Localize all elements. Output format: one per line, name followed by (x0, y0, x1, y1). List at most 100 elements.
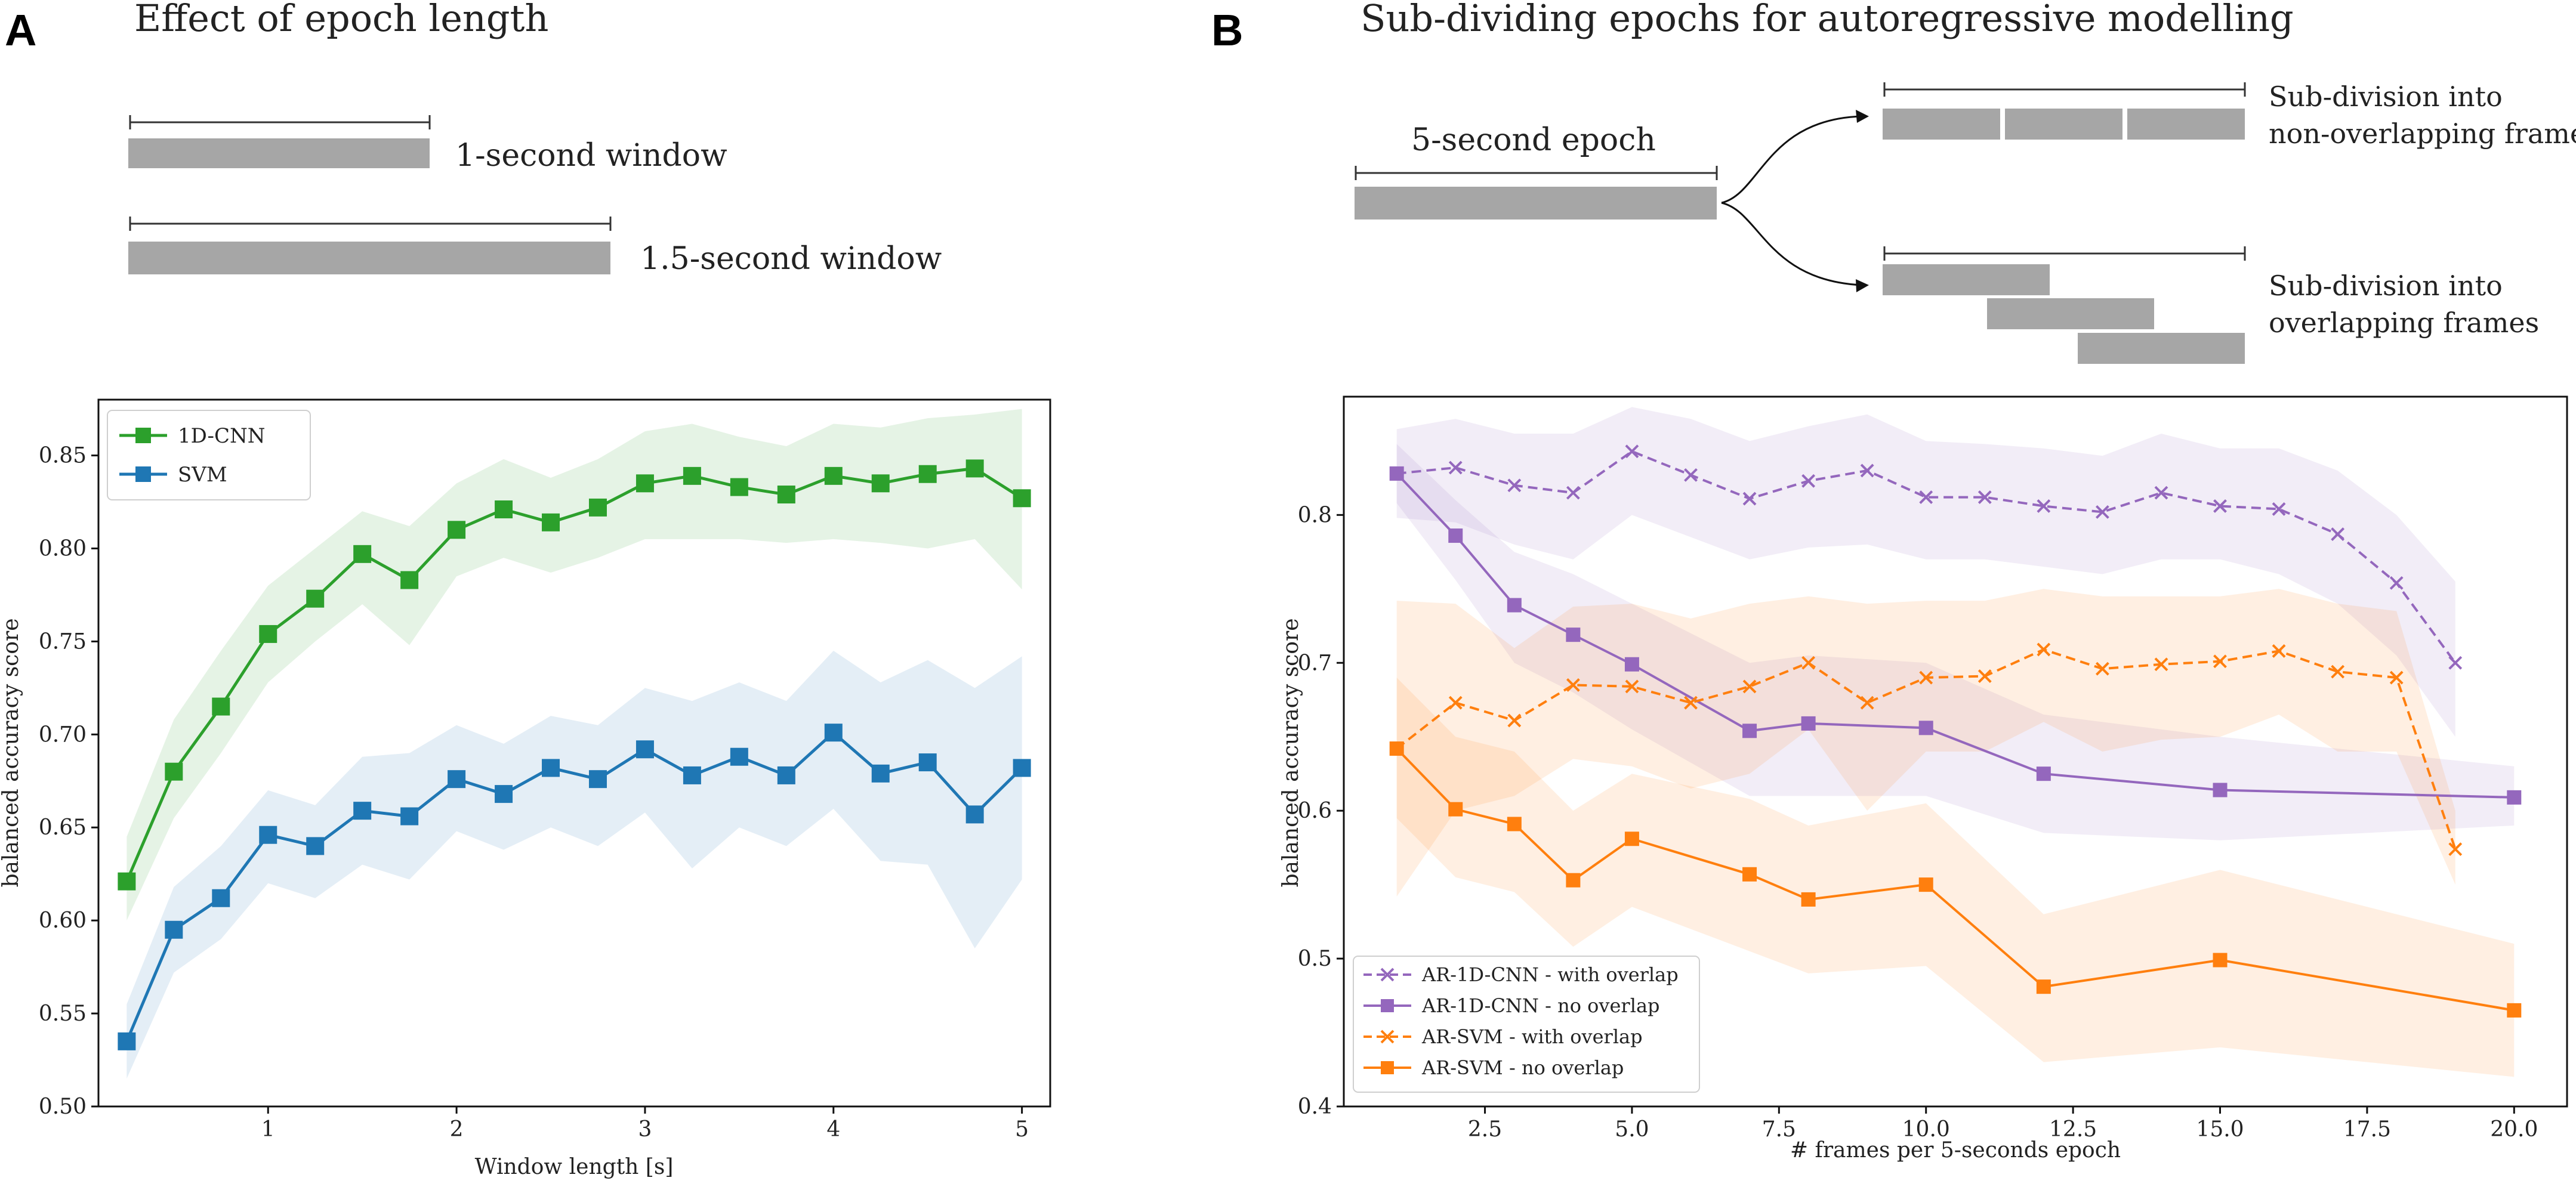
chart-b-markers (1389, 444, 2522, 1018)
data-point (918, 753, 937, 772)
data-point (1742, 867, 1757, 882)
legend-marker (1381, 1061, 1394, 1074)
data-point (1389, 466, 1404, 481)
legend-marker-x (1380, 1030, 1395, 1044)
data-point (871, 764, 890, 783)
x-tick-label: 2 (450, 1117, 464, 1142)
data-point (1389, 741, 1404, 756)
data-point (165, 762, 183, 781)
data-point (1507, 478, 1522, 493)
data-point (2213, 953, 2228, 967)
data-point (1918, 721, 1933, 735)
data-point (1860, 463, 1874, 478)
data-point (2272, 644, 2286, 658)
x-tick-label: 5 (1015, 1117, 1029, 1142)
y-tick-label: 0.6 (1298, 799, 1332, 823)
confidence-band (1396, 407, 2455, 737)
confidence-band (127, 650, 1022, 1079)
chart-window-length: 0.50 0.55 0.60 0.65 0.70 0.75 0.80 0.85 1 2 3 4 5 W… (0, 398, 1051, 1179)
x-tick-label: 1 (261, 1117, 275, 1142)
data-point (2331, 664, 2345, 679)
frame-bar (2127, 109, 2245, 140)
data-point (1448, 695, 1463, 710)
chart-b-x-ticks: 2.5 5.0 7.5 10.0 12.5 15.0 17.5 20.0 (1468, 1106, 2538, 1142)
x-tick-label: 12.5 (2049, 1117, 2097, 1142)
data-point (2272, 502, 2286, 516)
data-point (259, 625, 277, 643)
chart-a-ylabel: balanced accuracy score (0, 618, 23, 887)
data-point (306, 837, 325, 855)
panel-b-letter: B (1211, 5, 1243, 55)
chart-b-ylabel: balanced accuracy score (1279, 618, 1303, 887)
data-point (1860, 695, 1874, 710)
legend-marker-x (1380, 967, 1395, 982)
confidence-band (1396, 444, 2515, 840)
non-overlap-label-1: Sub-division into (2269, 81, 2503, 113)
data-point (1625, 444, 1639, 459)
data-point (2095, 661, 2109, 676)
data-point (2331, 527, 2345, 541)
chart-b-frame (1343, 395, 2568, 1108)
data-point (2213, 654, 2227, 669)
confidence-band (1396, 589, 2455, 897)
data-point (1507, 598, 1522, 613)
y-tick-label: 0.4 (1298, 1095, 1332, 1119)
y-tick-label: 0.65 (39, 815, 87, 840)
data-point (1742, 492, 1757, 506)
data-point (2095, 505, 2109, 519)
data-point (2389, 670, 2404, 685)
data-point (2037, 642, 2051, 657)
confidence-band (127, 409, 1022, 921)
data-point (588, 498, 607, 517)
data-point (635, 474, 654, 493)
legend-label: 1D-CNN (178, 424, 266, 448)
frame-bar (2078, 333, 2245, 364)
chart-b-bands (1396, 407, 2515, 1077)
epoch-label: 5-second epoch (1411, 122, 1656, 158)
chart-a-y-ticks: 0.50 0.55 0.60 0.65 0.70 0.75 0.80 0.85 (39, 444, 98, 1119)
data-point (1566, 627, 1581, 642)
non-overlapping-frames-schematic: Sub-division into non-overlapping frames (1883, 81, 2576, 150)
data-point (2213, 783, 2228, 797)
data-point (683, 766, 701, 784)
y-tick-label: 0.80 (39, 536, 87, 561)
legend-marker (1381, 999, 1394, 1012)
data-point (1624, 657, 1639, 672)
non-overlap-label-2: non-overlapping frames (2269, 118, 2576, 150)
confidence-band (1396, 678, 2515, 1077)
data-point (1977, 490, 1992, 504)
data-point (1684, 695, 1698, 710)
data-point (1684, 468, 1698, 482)
panel-b-title: Sub-dividing epochs for autoregressive m… (1361, 0, 2294, 40)
data-point (730, 478, 748, 496)
y-tick-label: 0.60 (39, 908, 87, 933)
y-tick-label: 0.75 (39, 629, 87, 654)
x-tick-label: 7.5 (1762, 1117, 1796, 1142)
data-point (118, 1032, 136, 1050)
y-tick-label: 0.7 (1298, 651, 1332, 675)
legend-label: AR-SVM - no overlap (1421, 1056, 1624, 1079)
chart-a-frame (97, 398, 1051, 1108)
data-point (400, 571, 419, 589)
panel-a-title: Effect of epoch length (134, 0, 548, 40)
legend-marker (135, 466, 151, 482)
chart-a-bands (127, 409, 1022, 1079)
data-point (588, 770, 607, 789)
panel-a-letter: A (5, 5, 36, 55)
x-tick-label: 15.0 (2196, 1117, 2244, 1142)
window-1s-bar (128, 138, 430, 168)
data-point (1448, 528, 1463, 543)
data-point (448, 521, 466, 539)
x-tick-label: 4 (826, 1117, 840, 1142)
data-point (165, 920, 183, 939)
window-1-5s-bar (128, 242, 610, 274)
data-point (1801, 892, 1816, 907)
data-point (2448, 656, 2463, 670)
data-point (2154, 657, 2168, 672)
data-point (1624, 831, 1639, 846)
data-point (965, 805, 984, 824)
data-point (1507, 817, 1522, 831)
data-point (2507, 1003, 2522, 1018)
y-tick-label: 0.5 (1298, 947, 1332, 971)
data-point (306, 589, 325, 608)
